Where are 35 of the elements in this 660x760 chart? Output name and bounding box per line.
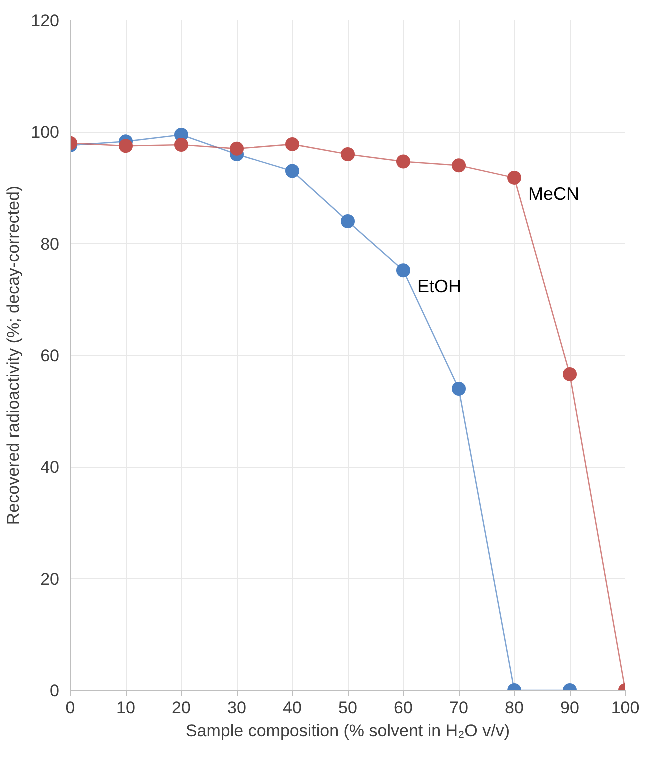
x-axis-title: Sample composition (% solvent in H₂O v/v): [186, 722, 510, 740]
x-tick-label: 30: [228, 698, 246, 718]
point: [452, 382, 466, 396]
y-tick-label: 60: [40, 346, 60, 366]
point: [563, 367, 577, 382]
point: [508, 170, 522, 185]
x-tick-label: 50: [338, 698, 358, 718]
x-tick-label: 20: [172, 698, 191, 718]
x-tick-label: 40: [283, 698, 302, 718]
point: [396, 264, 410, 278]
y-tick-label: 0: [50, 682, 60, 700]
y-tick-label: 20: [40, 570, 60, 589]
point: [119, 139, 133, 154]
x-tick-label: 80: [505, 698, 524, 718]
x-tick-label: 70: [450, 698, 468, 718]
point: [452, 158, 466, 173]
point: [230, 142, 244, 156]
y-tick-label: 80: [40, 234, 60, 254]
y-tick-label: 40: [40, 458, 60, 478]
point: [341, 148, 355, 162]
x-tick-label: 10: [116, 698, 136, 718]
point: [174, 138, 188, 152]
x-tick-label: 0: [66, 698, 76, 718]
point: [286, 137, 300, 152]
series-label: EtOH: [418, 276, 462, 297]
y-tick-label: 100: [31, 123, 60, 142]
x-tick-label: 100: [611, 698, 640, 718]
x-tick-label: 60: [394, 698, 413, 718]
point: [341, 214, 355, 228]
point: [286, 164, 300, 178]
series-label: MeCN: [528, 184, 580, 204]
y-axis-title: Recovered radioactivity (%; decay-corrected): [4, 186, 24, 526]
x-tick-label: 90: [560, 698, 580, 718]
y-tick-label: 120: [31, 12, 60, 30]
point: [396, 154, 410, 169]
